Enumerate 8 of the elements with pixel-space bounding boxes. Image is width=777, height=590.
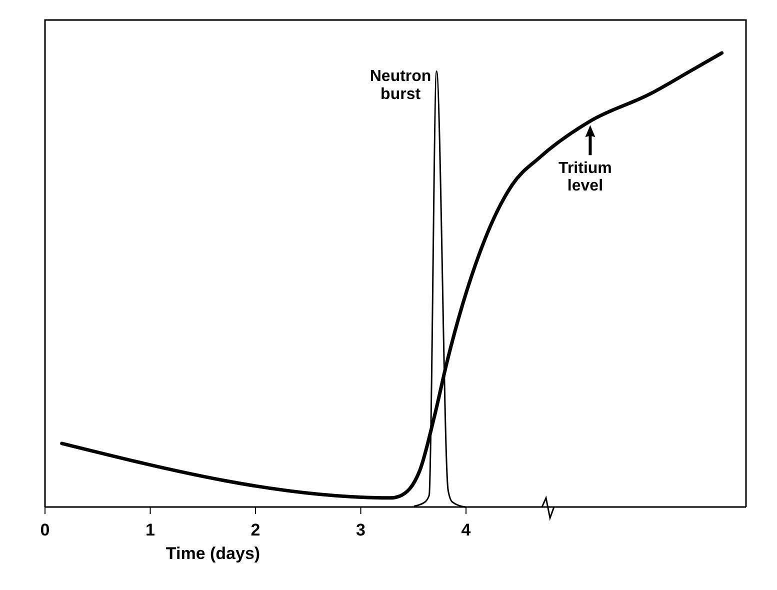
series-label: Neutron burst bbox=[370, 68, 432, 103]
x-tick-label: 4 bbox=[461, 520, 472, 540]
x-tick-label: 2 bbox=[250, 520, 260, 540]
x-tick-label: 3 bbox=[356, 520, 366, 540]
x-tick-label: 0 bbox=[40, 520, 50, 540]
x-tick-label: 1 bbox=[146, 520, 155, 540]
legend-label: Tritium level bbox=[558, 160, 612, 195]
x-axis-title: Time (days) bbox=[166, 544, 260, 563]
